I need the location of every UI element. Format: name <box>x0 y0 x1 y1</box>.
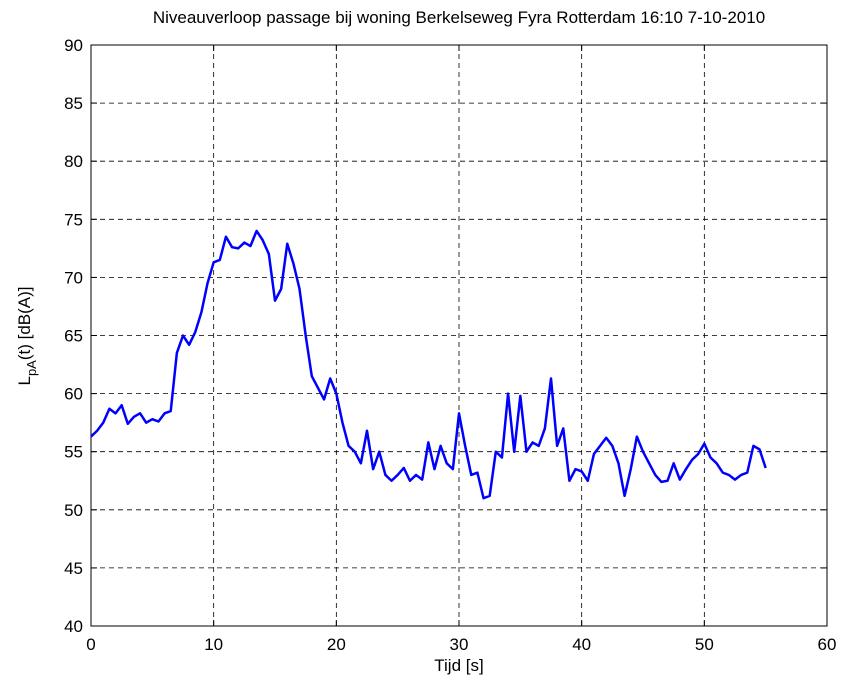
axes-box <box>90 44 828 627</box>
y-tick-label: 40 <box>64 617 83 636</box>
y-tick-label: 80 <box>64 152 83 171</box>
x-tick-label: 10 <box>204 635 223 654</box>
y-tick-label: 50 <box>64 501 83 520</box>
y-tick-label: 65 <box>64 327 83 346</box>
x-tick-label: 0 <box>86 635 95 654</box>
y-tick-label: 75 <box>64 210 83 229</box>
x-tick-label: 50 <box>695 635 714 654</box>
x-tick-label: 60 <box>818 635 837 654</box>
y-axis-label: LpA(t) [dB(A)] <box>15 286 39 385</box>
chart-title: Niveauverloop passage bij woning Berkels… <box>153 8 765 27</box>
x-tick-label: 30 <box>450 635 469 654</box>
y-tick-label: 85 <box>64 94 83 113</box>
y-tick-label: 60 <box>64 385 83 404</box>
y-label-subscript: pA <box>24 360 39 376</box>
y-tick-label: 70 <box>64 268 83 287</box>
x-axis-label: Tijd [s] <box>434 656 483 675</box>
y-tick-label: 45 <box>64 559 83 578</box>
x-tick-label: 40 <box>572 635 591 654</box>
x-tick-label: 20 <box>327 635 346 654</box>
y-label-rest: (t) [dB(A)] <box>15 286 34 360</box>
y-tick-label: 90 <box>64 36 83 55</box>
y-label-base: L <box>15 376 34 385</box>
data-line <box>90 229 767 500</box>
y-tick-label: 55 <box>64 443 83 462</box>
